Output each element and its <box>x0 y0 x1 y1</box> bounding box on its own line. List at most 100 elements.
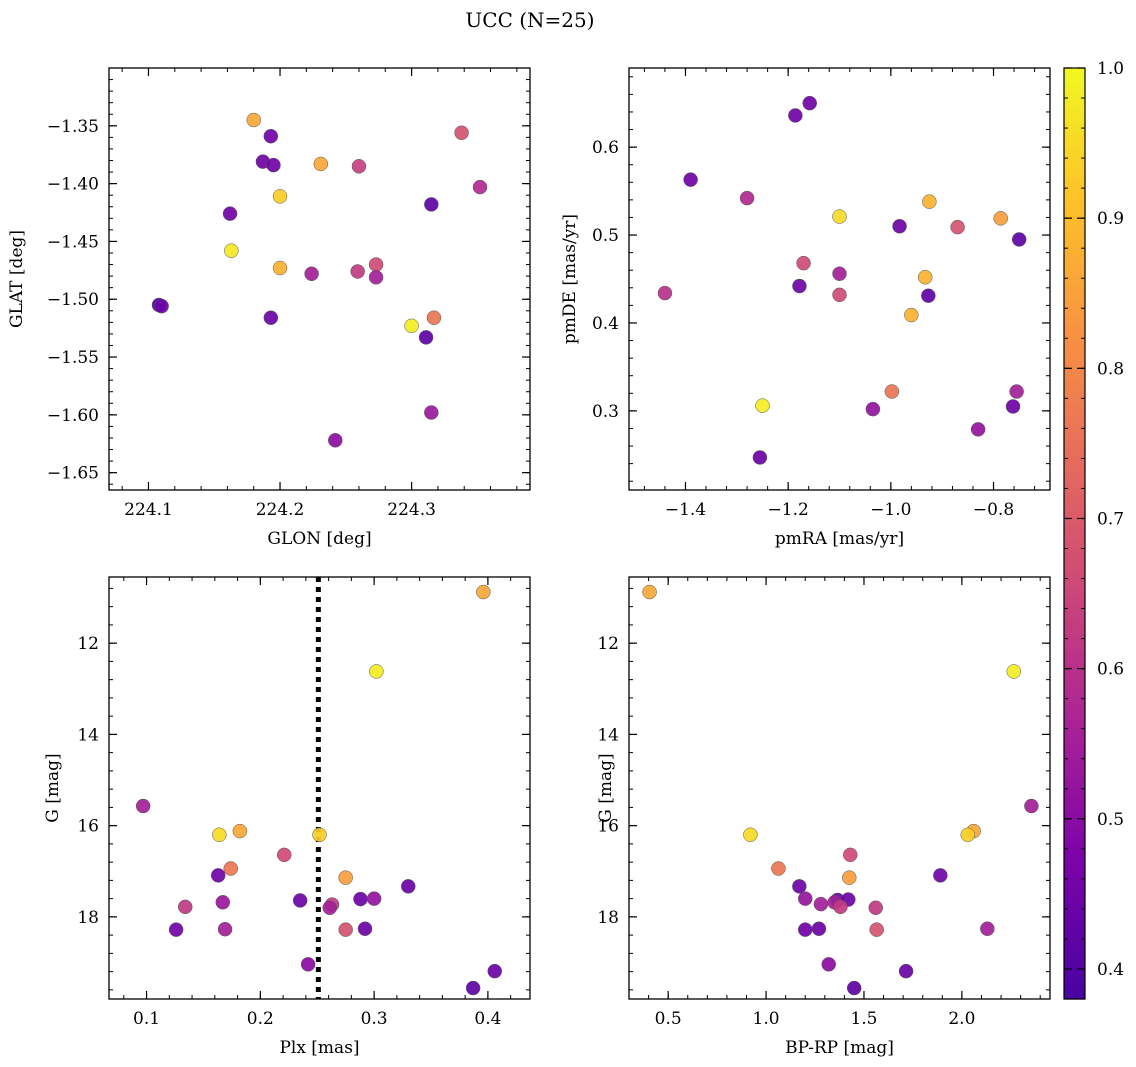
colorbar-segment <box>1064 479 1085 488</box>
y-tick-label: 14 <box>597 725 619 745</box>
data-point <box>232 823 248 839</box>
y-tick-label: −1.65 <box>47 464 99 484</box>
colorbar-segment <box>1064 199 1085 209</box>
colorbar-segment <box>1064 843 1085 853</box>
colorbar-segment <box>1064 618 1085 628</box>
x-tick-label: −1.4 <box>665 500 706 520</box>
data-point <box>338 922 353 937</box>
colorbar-segment <box>1064 867 1085 876</box>
data-point <box>1011 232 1027 247</box>
colorbar-segment <box>1064 378 1085 387</box>
colorbar-tick-label: 1.0 <box>1097 59 1124 79</box>
colorbar-segment <box>1064 471 1085 480</box>
data-point <box>884 384 900 399</box>
x-tick-label: 1.0 <box>753 1009 780 1029</box>
colorbar-segment <box>1064 975 1085 985</box>
colorbar-segment <box>1064 905 1085 915</box>
colorbar-segment <box>1064 75 1085 85</box>
data-point <box>222 206 238 221</box>
colorbar-segment <box>1064 324 1085 333</box>
y-tick-label: −1.60 <box>47 406 99 426</box>
colorbar-segment <box>1064 347 1085 356</box>
colorbar-segment <box>1064 269 1085 279</box>
data-point <box>246 112 261 128</box>
data-point <box>217 921 233 937</box>
data-point <box>454 125 469 140</box>
colorbar-segment <box>1064 952 1085 961</box>
data-point <box>154 298 169 314</box>
colorbar-segment <box>1064 874 1085 884</box>
colorbar-segment <box>1064 300 1085 310</box>
colorbar-segment <box>1064 137 1085 147</box>
data-point <box>177 899 193 915</box>
x-tick-label: −1.2 <box>768 500 809 520</box>
data-point <box>350 264 365 279</box>
colorbar-segment <box>1064 913 1085 923</box>
colorbar-segment <box>1064 215 1085 224</box>
colorbar-tick-label: 0.8 <box>1097 359 1124 379</box>
colorbar-tick-label: 0.9 <box>1097 209 1124 229</box>
colorbar-segment <box>1064 432 1085 441</box>
data-point <box>1006 664 1022 679</box>
colorbar-segment <box>1064 828 1085 837</box>
colorbar-segment <box>1064 386 1085 395</box>
figure-title: UCC (N=25) <box>465 8 594 32</box>
data-point <box>642 584 657 600</box>
data-point <box>135 798 151 814</box>
colorbar-segment <box>1064 836 1085 845</box>
colorbar-segment <box>1064 362 1085 372</box>
colorbar-segment <box>1064 106 1085 116</box>
colorbar-segment <box>1064 758 1085 767</box>
colorbar-segment <box>1064 370 1085 379</box>
colorbar-segment <box>1064 525 1085 535</box>
data-point <box>1009 384 1024 399</box>
colorbar-segment <box>1064 727 1085 736</box>
colorbar-segment <box>1064 331 1085 341</box>
colorbar-segment <box>1064 184 1085 193</box>
data-point <box>832 287 847 303</box>
y-tick-label: 0.5 <box>592 226 619 246</box>
colorbar-segment <box>1064 409 1085 418</box>
x-tick-label: 0.4 <box>474 1009 501 1029</box>
data-point <box>796 255 811 271</box>
colorbar-segment <box>1064 944 1085 954</box>
colorbar-segment <box>1064 230 1085 240</box>
data-point <box>263 310 279 325</box>
colorbar-segment <box>1064 541 1085 550</box>
colorbar-segment <box>1064 781 1085 791</box>
x-axis-label: GLON [deg] <box>267 529 371 549</box>
data-point <box>266 157 281 173</box>
y-tick-label: −1.35 <box>47 117 99 137</box>
y-tick-label: 0.6 <box>592 138 619 158</box>
x-tick-label: 2.0 <box>948 1009 975 1029</box>
data-point <box>368 257 384 272</box>
data-point <box>869 922 884 937</box>
x-tick-label: 224.3 <box>387 500 436 520</box>
colorbar-segment <box>1064 130 1085 139</box>
data-point <box>842 870 857 885</box>
data-point <box>168 922 184 937</box>
x-axis-label: pmRA [mas/yr] <box>775 529 904 549</box>
colorbar-segment <box>1064 572 1085 581</box>
data-point <box>922 194 937 209</box>
colorbar-segment <box>1064 246 1085 255</box>
colorbar-segment <box>1064 680 1085 690</box>
data-point <box>868 900 883 916</box>
colorbar-segment <box>1064 789 1085 798</box>
data-point <box>960 827 976 843</box>
y-tick-label: 0.4 <box>592 314 619 334</box>
data-point <box>743 827 758 843</box>
data-point <box>424 405 439 420</box>
data-point <box>424 197 439 212</box>
data-point <box>263 128 279 144</box>
colorbar-segment <box>1064 626 1085 635</box>
colorbar-segment <box>1064 448 1085 457</box>
data-point <box>755 398 770 413</box>
data-point <box>970 422 986 437</box>
data-point <box>272 189 288 204</box>
data-point <box>476 584 491 600</box>
colorbar-segment <box>1064 587 1085 597</box>
data-point <box>357 921 373 936</box>
colorbar-segment <box>1064 153 1085 162</box>
